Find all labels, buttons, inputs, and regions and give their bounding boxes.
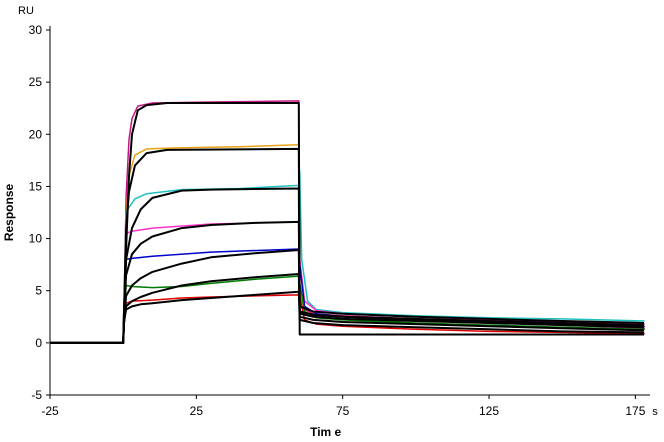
fit-curve-13 — [50, 290, 645, 344]
fit-curve-7 — [50, 102, 645, 344]
y-tick-label: -5 — [31, 388, 42, 402]
y-tick-label: 15 — [29, 179, 43, 193]
x-tick-label: 25 — [190, 404, 204, 418]
x-unit-label: s — [652, 406, 658, 418]
x-tick-label: -25 — [41, 404, 59, 418]
y-tick-label: 30 — [29, 23, 43, 37]
x-axis-title: Tim e — [310, 425, 341, 439]
y-tick-label: 0 — [35, 336, 42, 350]
y-tick-label: 10 — [29, 232, 43, 246]
y-unit-label: RU — [18, 5, 34, 17]
series-group — [49, 100, 645, 344]
fit-curve-11 — [50, 249, 645, 344]
y-axis-title: Response — [2, 184, 16, 242]
response-curve-0 — [49, 100, 645, 344]
x-tick-label: 75 — [336, 404, 350, 418]
fit-curve-10 — [50, 220, 645, 344]
ticks: -5 0 5 10 15 20 25 30 -25 25 75 125 175 — [29, 23, 646, 418]
y-tick-label: 5 — [35, 284, 42, 298]
x-tick-label: 125 — [479, 404, 499, 418]
x-tick-label: 175 — [625, 404, 645, 418]
axes — [49, 26, 650, 396]
y-tick-label: 20 — [29, 127, 43, 141]
y-tick-label: 25 — [29, 75, 43, 89]
